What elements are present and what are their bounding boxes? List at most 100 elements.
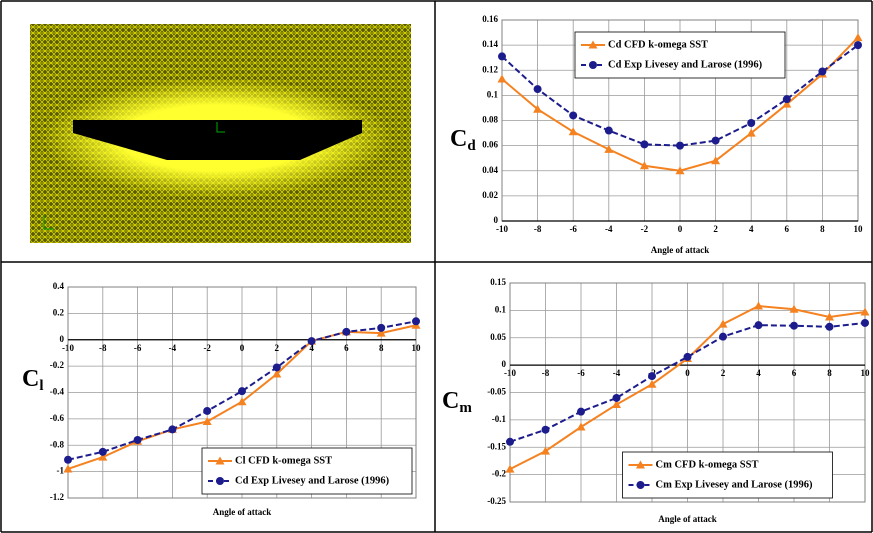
y-tick-label: -0.8 — [50, 439, 65, 449]
point — [613, 394, 621, 402]
legend: Cm CFD k-omega SST Cm Exp Livesey and Lar… — [623, 452, 833, 498]
x-tick-label: -4 — [605, 224, 613, 234]
x-tick-label: -6 — [569, 224, 577, 234]
y-tick-label: -0.1 — [492, 414, 507, 424]
point — [577, 408, 585, 416]
y-tick-label: -1 — [57, 466, 65, 476]
y-axis-label-sub: m — [459, 400, 472, 416]
point — [790, 322, 798, 330]
legend-marker — [216, 477, 224, 485]
point — [273, 363, 281, 371]
point — [506, 438, 514, 446]
point — [342, 328, 350, 336]
legend-marker — [637, 481, 645, 489]
x-tick-label: -8 — [534, 224, 542, 234]
point — [534, 85, 542, 93]
legend-label: Cl CFD k-omega SST — [235, 455, 332, 466]
y-tick-label: -0.2 — [50, 360, 65, 370]
x-tick-label: -6 — [577, 368, 585, 378]
x-tick-label: 2 — [275, 343, 280, 353]
y-tick-label: -0.15 — [487, 441, 506, 451]
point — [854, 41, 862, 49]
x-tick-label: 8 — [379, 343, 384, 353]
point — [134, 436, 142, 444]
x-tick-label: 8 — [827, 368, 832, 378]
y-tick-label: 0.14 — [482, 39, 498, 49]
point — [747, 119, 755, 127]
point — [684, 353, 692, 361]
point — [818, 68, 826, 76]
x-tick-label: -4 — [613, 368, 621, 378]
legend: Cl CFD k-omega SST Cd Exp Livesey and Lar… — [202, 448, 412, 494]
y-tick-label: 0.04 — [482, 165, 498, 175]
y-tick-label: 0.16 — [482, 14, 498, 24]
x-tick-label: -8 — [542, 368, 550, 378]
y-tick-label: 0.4 — [53, 281, 65, 291]
x-axis-label: Angle of attack — [658, 514, 717, 524]
point — [203, 417, 212, 425]
x-tick-label: -4 — [169, 343, 177, 353]
y-tick-label: -0.25 — [487, 496, 506, 506]
x-tick-label: -8 — [99, 343, 107, 353]
x-tick-label: 2 — [721, 368, 726, 378]
y-axis-label-sub: l — [39, 378, 43, 394]
x-axis-label: Angle of attack — [213, 507, 272, 517]
point — [755, 321, 763, 329]
x-tick-label: 8 — [820, 224, 825, 234]
point — [854, 33, 863, 41]
point — [676, 142, 684, 150]
x-tick-label: 10 — [854, 224, 864, 234]
point — [719, 333, 727, 341]
legend-label: Cd Exp Livesey and Larose (1996) — [608, 59, 763, 70]
point — [377, 324, 385, 332]
figure: 00.020.040.060.080.10.120.140.16-10-8-6-… — [0, 0, 873, 533]
y-tick-label: 0.1 — [487, 89, 499, 99]
point — [64, 456, 72, 464]
legend: Cd CFD k-omega SST Cd Exp Livesey and Lar… — [575, 32, 785, 78]
y-axis-label-main: C — [22, 366, 39, 392]
x-tick-label: -2 — [203, 343, 211, 353]
x-tick-label: 2 — [713, 224, 718, 234]
legend-label: Cd Exp Livesey and Larose (1996) — [235, 475, 390, 486]
x-tick-label: -6 — [134, 343, 142, 353]
y-tick-label: 0.05 — [490, 332, 506, 342]
x-tick-label: -10 — [496, 224, 508, 234]
point — [577, 422, 586, 430]
x-tick-label: -2 — [641, 224, 649, 234]
legend-marker — [589, 61, 597, 69]
y-tick-label: 0.02 — [482, 190, 498, 200]
legend-label: Cm CFD k-omega SST — [656, 459, 759, 470]
legend-label: Cd CFD k-omega SST — [608, 39, 708, 50]
y-tick-label: -0.6 — [50, 413, 65, 423]
point — [99, 448, 107, 456]
y-axis-label: Cm — [442, 388, 472, 417]
x-tick-label: 0 — [678, 224, 683, 234]
legend-label: Cm Exp Livesey and Larose (1996) — [656, 479, 814, 490]
point — [412, 317, 420, 325]
y-tick-label: 0.2 — [53, 307, 65, 317]
x-axis-label: Angle of attack — [651, 245, 710, 255]
point — [569, 111, 577, 119]
point — [498, 75, 507, 83]
x-tick-label: 6 — [792, 368, 797, 378]
y-tick-label: 0.06 — [482, 140, 498, 150]
point — [640, 140, 648, 148]
y-tick-label: -0.2 — [492, 469, 507, 479]
x-tick-label: 4 — [749, 224, 754, 234]
y-tick-label: 0.12 — [482, 64, 498, 74]
x-tick-label: 6 — [344, 343, 349, 353]
y-axis-label: Cd — [450, 126, 476, 155]
y-axis-label-sub: d — [467, 138, 476, 154]
y-tick-label: -0.05 — [487, 387, 506, 397]
point — [203, 407, 211, 415]
point — [569, 127, 578, 135]
point — [648, 372, 656, 380]
x-tick-label: 0 — [240, 343, 245, 353]
point — [605, 127, 613, 135]
y-axis-label-main: C — [442, 388, 459, 414]
x-tick-label: 6 — [785, 224, 790, 234]
point — [783, 95, 791, 103]
point — [168, 425, 176, 433]
y-axis-label: Cl — [22, 366, 44, 395]
x-tick-label: 4 — [756, 368, 761, 378]
